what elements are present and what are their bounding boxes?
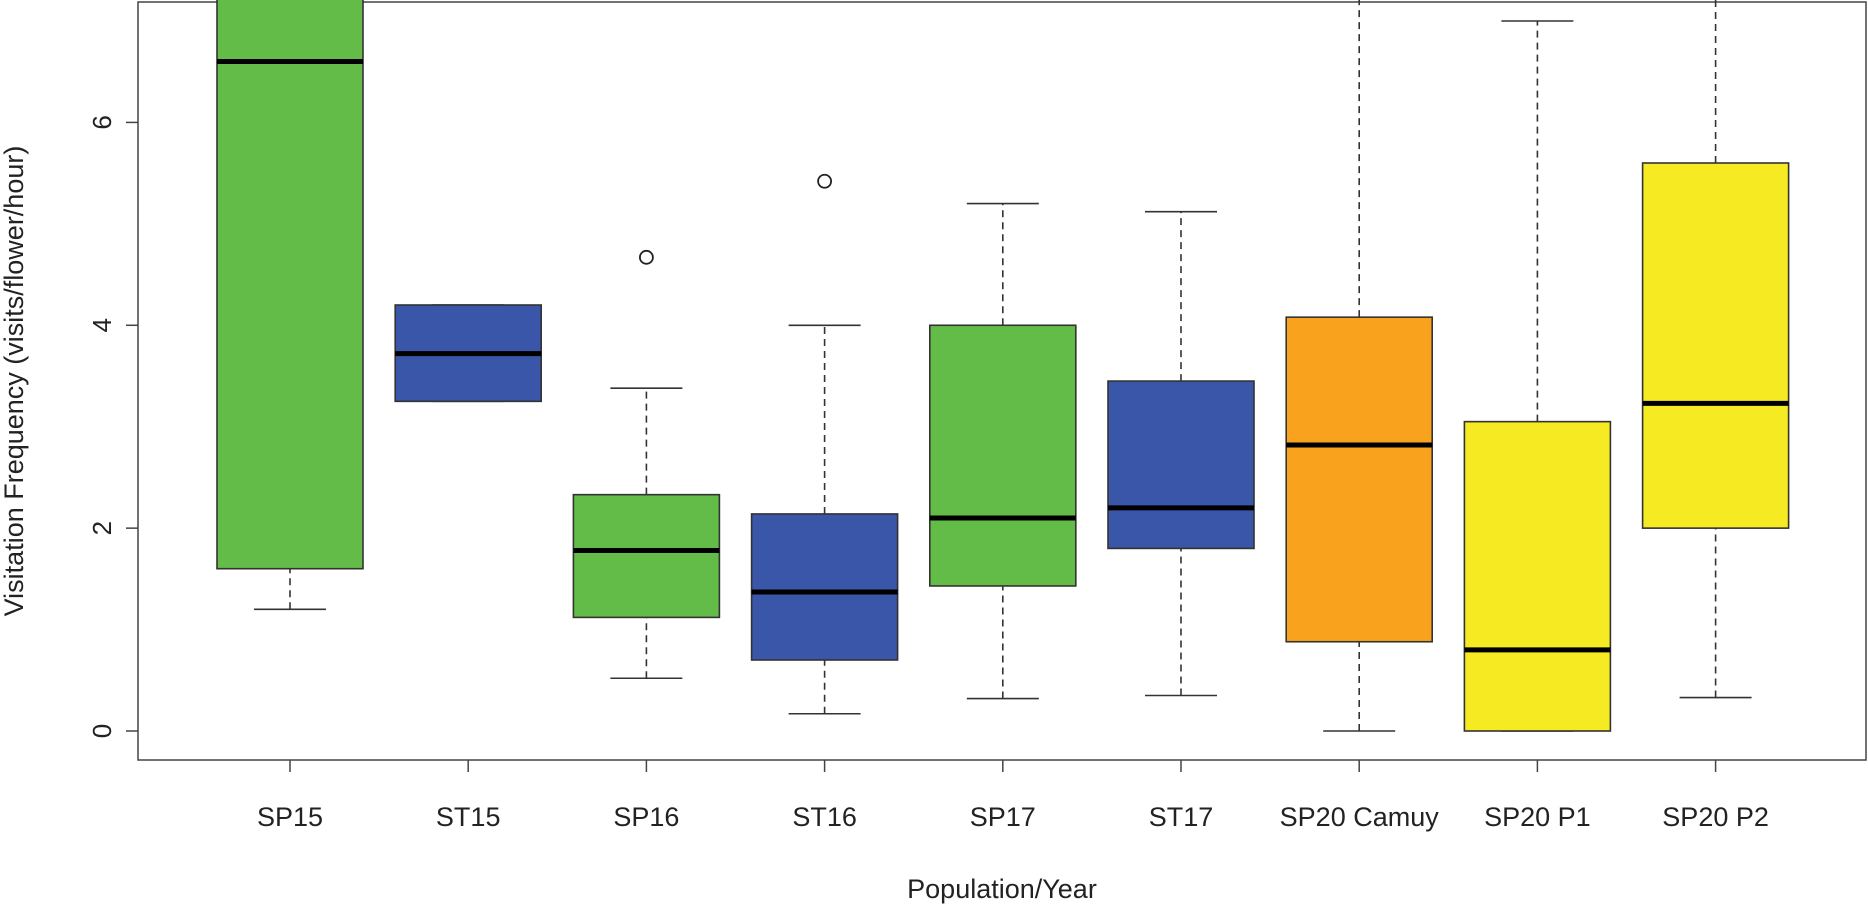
outlier-point — [639, 249, 654, 265]
x-tick-label: SP17 — [970, 802, 1036, 832]
x-tick-label: SP20 Camuy — [1280, 802, 1440, 832]
y-tick-label: 0 — [87, 724, 117, 738]
box — [572, 493, 721, 619]
box — [928, 324, 1077, 587]
x-tick-label: SP20 P1 — [1484, 802, 1591, 832]
x-axis-label: Population/Year — [907, 874, 1097, 904]
y-axis-label: Visitation Frequency (visits/flower/hour… — [0, 146, 29, 617]
box-group — [1641, 0, 1790, 699]
x-tick-label: ST16 — [792, 802, 857, 832]
x-tick-label: SP16 — [613, 802, 679, 832]
box-group — [1463, 20, 1612, 732]
x-tick-label: SP15 — [257, 802, 323, 832]
plot-frame — [137, 1, 1867, 761]
boxes — [216, 0, 1790, 732]
x-tick-label: ST15 — [436, 802, 501, 832]
box-group — [216, 0, 364, 611]
x-tick-label: SP20 P2 — [1662, 802, 1769, 832]
y-tick-label: 6 — [87, 115, 117, 129]
box-group — [1107, 210, 1255, 697]
box — [1641, 162, 1790, 529]
box — [1107, 380, 1255, 550]
x-axis: SP15 ST15 SP16 ST16 SP17 ST17 SP20 Camuy SP20 P… — [257, 760, 1769, 832]
y-axis: 02468101214 — [87, 115, 138, 738]
box-group — [394, 304, 543, 403]
box-group — [1285, 0, 1433, 732]
box — [750, 513, 899, 661]
box — [1463, 420, 1612, 732]
box — [1285, 316, 1433, 643]
box-group — [750, 173, 899, 715]
outlier-point — [817, 173, 832, 189]
y-tick-label: 2 — [87, 521, 117, 535]
y-tick-label: 4 — [87, 318, 117, 332]
box — [216, 0, 364, 570]
x-tick-label: ST17 — [1149, 802, 1214, 832]
box-group — [572, 249, 721, 680]
box-group — [928, 202, 1077, 700]
